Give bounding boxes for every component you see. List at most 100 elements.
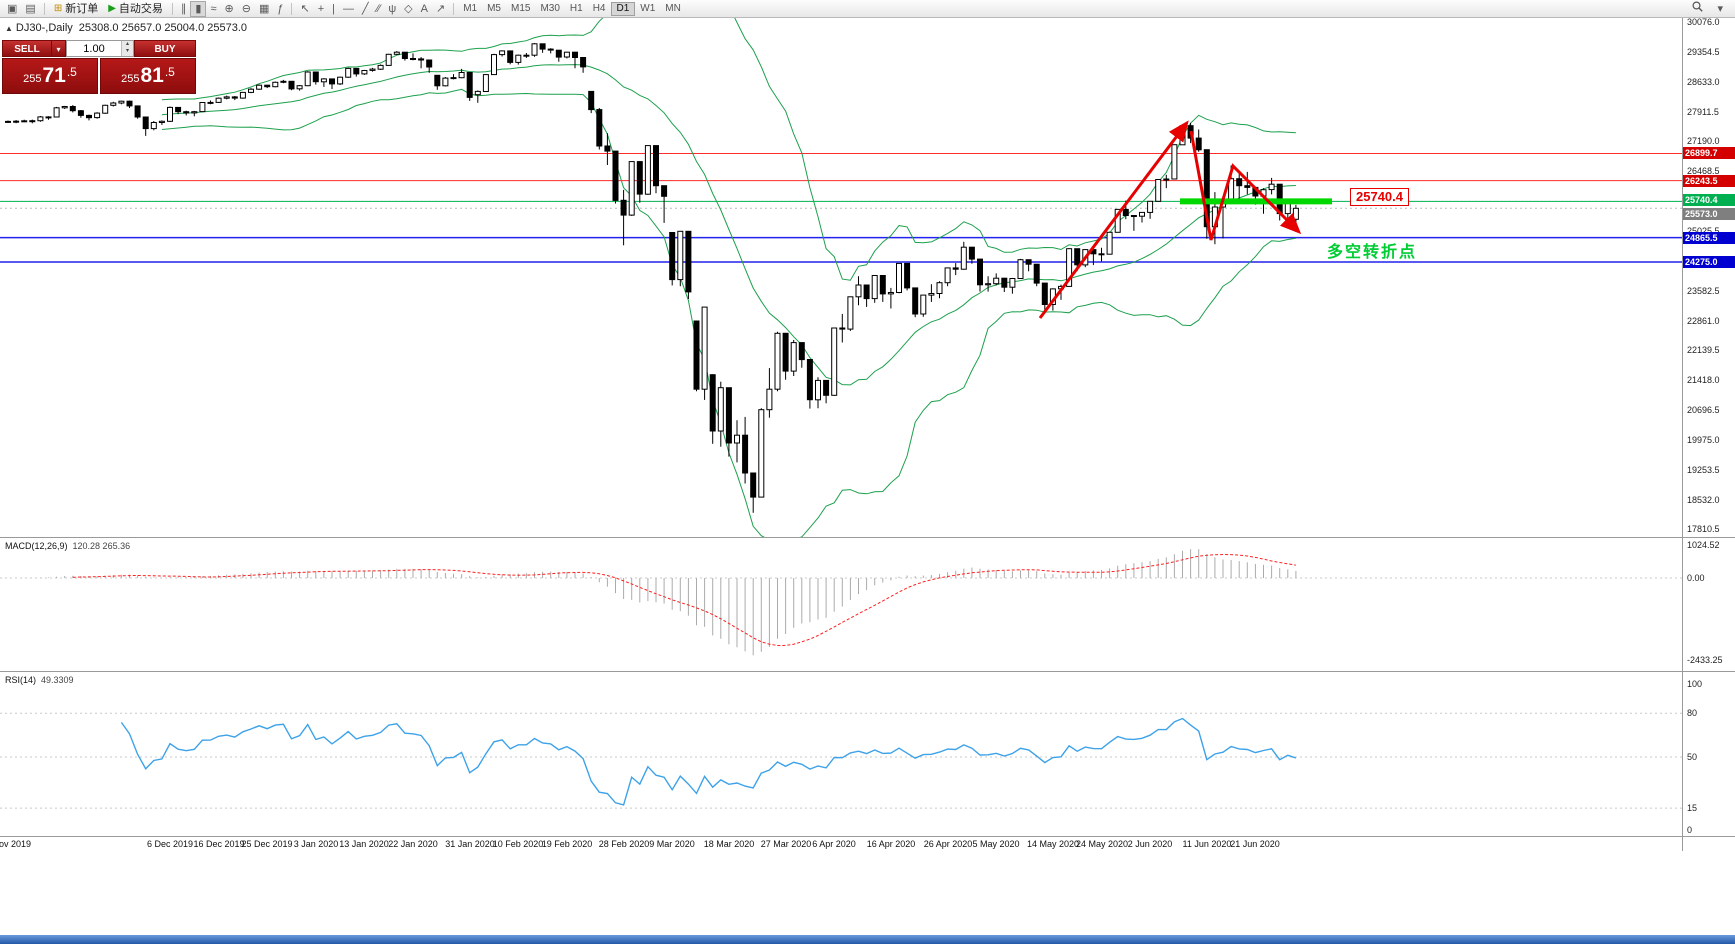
price-axis-label: 17810.5: [1687, 524, 1720, 534]
price-axis-label: 18532.0: [1687, 495, 1720, 505]
zoom-out-icon[interactable]: ⊖: [241, 2, 251, 15]
date-axis-label: 6 Dec 2019: [146, 839, 194, 849]
auto-trading-button[interactable]: ▶ 自动交易: [103, 1, 168, 17]
date-axis-label: 2 Jun 2020: [1127, 839, 1173, 849]
timeframe-M1[interactable]: M1: [463, 2, 478, 14]
sell-button-small[interactable]: SELL: [2, 40, 52, 57]
date-axis-label: 21 Jun 2020: [1230, 839, 1280, 849]
new-chart-icon[interactable]: ▣: [7, 2, 18, 15]
arrow-tool-icon[interactable]: ↗: [435, 2, 446, 15]
sell-price-button[interactable]: 255 71.5: [2, 58, 98, 94]
chart-profiles-icon[interactable]: ▤: [25, 2, 36, 15]
date-axis-label: 6 Apr 2020: [812, 839, 856, 849]
bar-chart-icon[interactable]: ∥: [180, 2, 187, 15]
rsi-value: 49.3309: [41, 675, 74, 685]
new-order-button[interactable]: ⊞ 新订单: [49, 1, 103, 17]
date-axis-label: 14 May 2020: [1026, 839, 1080, 849]
buy-button-small[interactable]: BUY: [134, 40, 196, 57]
auto-trading-button-icon: ▶: [108, 2, 116, 14]
date-axis-label: 16 Apr 2020: [866, 839, 916, 849]
rsi-line: [120, 717, 1297, 806]
grid-icon[interactable]: ▦: [258, 2, 270, 15]
zoom-in-icon[interactable]: ⊕: [224, 2, 234, 15]
fibonacci-icon[interactable]: ψ: [388, 2, 397, 15]
trendline-icon[interactable]: ╱: [362, 2, 369, 15]
date-axis-label: 28 Feb 2020: [598, 839, 650, 849]
pivot-tag: 25740.4: [1683, 194, 1735, 206]
sell-price-prefix: 255: [23, 73, 42, 85]
timeframe-M15[interactable]: M15: [511, 2, 531, 14]
date-axis-label: 9 Mar 2020: [649, 839, 695, 849]
timeframe-H4[interactable]: H4: [592, 2, 606, 14]
macd-label: MACD(12,26,9) 120.28 265.36: [5, 541, 130, 551]
vertical-line-icon[interactable]: |: [332, 2, 335, 15]
buy-price-big: 81: [140, 64, 164, 87]
shapes-icon[interactable]: ◇: [404, 2, 413, 15]
timeframe-W1[interactable]: W1: [640, 2, 656, 14]
line-chart-icon[interactable]: ≈: [210, 2, 217, 15]
price-axis-label: 29354.5: [1687, 47, 1720, 57]
chart-title: ▲ DJ30-,Daily 25308.0 25657.0 25004.0 2557…: [5, 22, 247, 34]
horizontal-line-icon[interactable]: —: [343, 2, 354, 15]
timeframe-M30[interactable]: M30: [540, 2, 560, 14]
date-axis-label: 16 Dec 2019: [193, 839, 245, 849]
price-axis-label: 19253.5: [1687, 465, 1720, 475]
volume-field: ▴ ▾: [66, 40, 134, 57]
price-axis-label: 27911.5: [1687, 107, 1719, 117]
price-axis-label: 19975.0: [1687, 435, 1720, 445]
date-axis-label: 22 Jan 2020: [388, 839, 438, 849]
price-axis-label: 28633.0: [1687, 77, 1720, 87]
date-axis-label: 7 Nov 2019: [0, 839, 32, 849]
macd-histogram: [23, 549, 1297, 656]
sell-price-frac: .5: [66, 65, 77, 79]
zigzag-arrow: [1189, 130, 1302, 241]
macd-values: 120.28 265.36: [72, 541, 131, 551]
price-chart[interactable]: [0, 0, 1735, 851]
support-tag-upper: 24865.5: [1683, 232, 1735, 244]
toolbar-separator: [453, 2, 455, 15]
toolbar-more-icon[interactable]: ▾: [1717, 2, 1723, 15]
date-axis-label: 31 Jan 2020: [445, 839, 495, 849]
order-type-dropdown-icon[interactable]: ▾: [52, 40, 66, 57]
price-axis-label: 27190.0: [1687, 136, 1720, 146]
indicators-icon[interactable]: ƒ: [277, 2, 284, 15]
price-axis-label: 22861.0: [1687, 316, 1720, 326]
macd-signal-line: [72, 553, 1296, 647]
rsi-scale-label: 0: [1687, 825, 1693, 835]
volume-down-icon[interactable]: ▾: [125, 48, 129, 54]
toolbar-right: ▾: [1688, 0, 1735, 17]
current-price-tag: 25573.0: [1683, 208, 1735, 220]
timeframe-M5[interactable]: M5: [487, 2, 501, 14]
date-axis-label: 25 Dec 2019: [241, 839, 293, 849]
text-icon[interactable]: A: [420, 2, 428, 15]
search-icon[interactable]: [1688, 0, 1707, 17]
timeframe-H1[interactable]: H1: [569, 2, 583, 14]
channel-icon[interactable]: ∕∕: [376, 2, 381, 15]
date-axis-label: 27 Mar 2020: [760, 839, 812, 849]
new-order-button-icon: ⊞: [53, 2, 63, 14]
resistance-tag-upper: 26899.7: [1683, 147, 1735, 159]
volume-input[interactable]: [67, 41, 121, 56]
price-axis-label: 21418.0: [1687, 375, 1720, 385]
candlestick-chart-icon[interactable]: ▮: [190, 0, 207, 17]
resistance-tag-lower: 26243.5: [1683, 175, 1735, 187]
date-axis-label: 10 Feb 2020: [492, 839, 544, 849]
price-axis-label: 22139.5: [1687, 345, 1720, 355]
macd-title: MACD(12,26,9): [5, 541, 68, 551]
timeframe-MN[interactable]: MN: [665, 2, 681, 14]
buy-price-button[interactable]: 255 81.5: [100, 58, 196, 94]
buy-price-prefix: 255: [121, 73, 140, 85]
volume-up-icon[interactable]: ▴: [125, 41, 129, 47]
oneclick-expander-icon[interactable]: ▲: [5, 24, 13, 33]
date-axis-label: 3 Jan 2020: [293, 839, 339, 849]
uptrend-arrow: [1038, 120, 1189, 319]
crosshair-icon[interactable]: +: [317, 2, 325, 15]
price-axis-label: 20696.5: [1687, 405, 1720, 415]
sell-price-big: 71: [42, 64, 66, 87]
date-axis-label: 18 Mar 2020: [703, 839, 755, 849]
buy-price-frac: .5: [164, 65, 175, 79]
cursor-icon[interactable]: ↖: [300, 2, 310, 15]
timeframe-D1[interactable]: D1: [610, 1, 636, 16]
